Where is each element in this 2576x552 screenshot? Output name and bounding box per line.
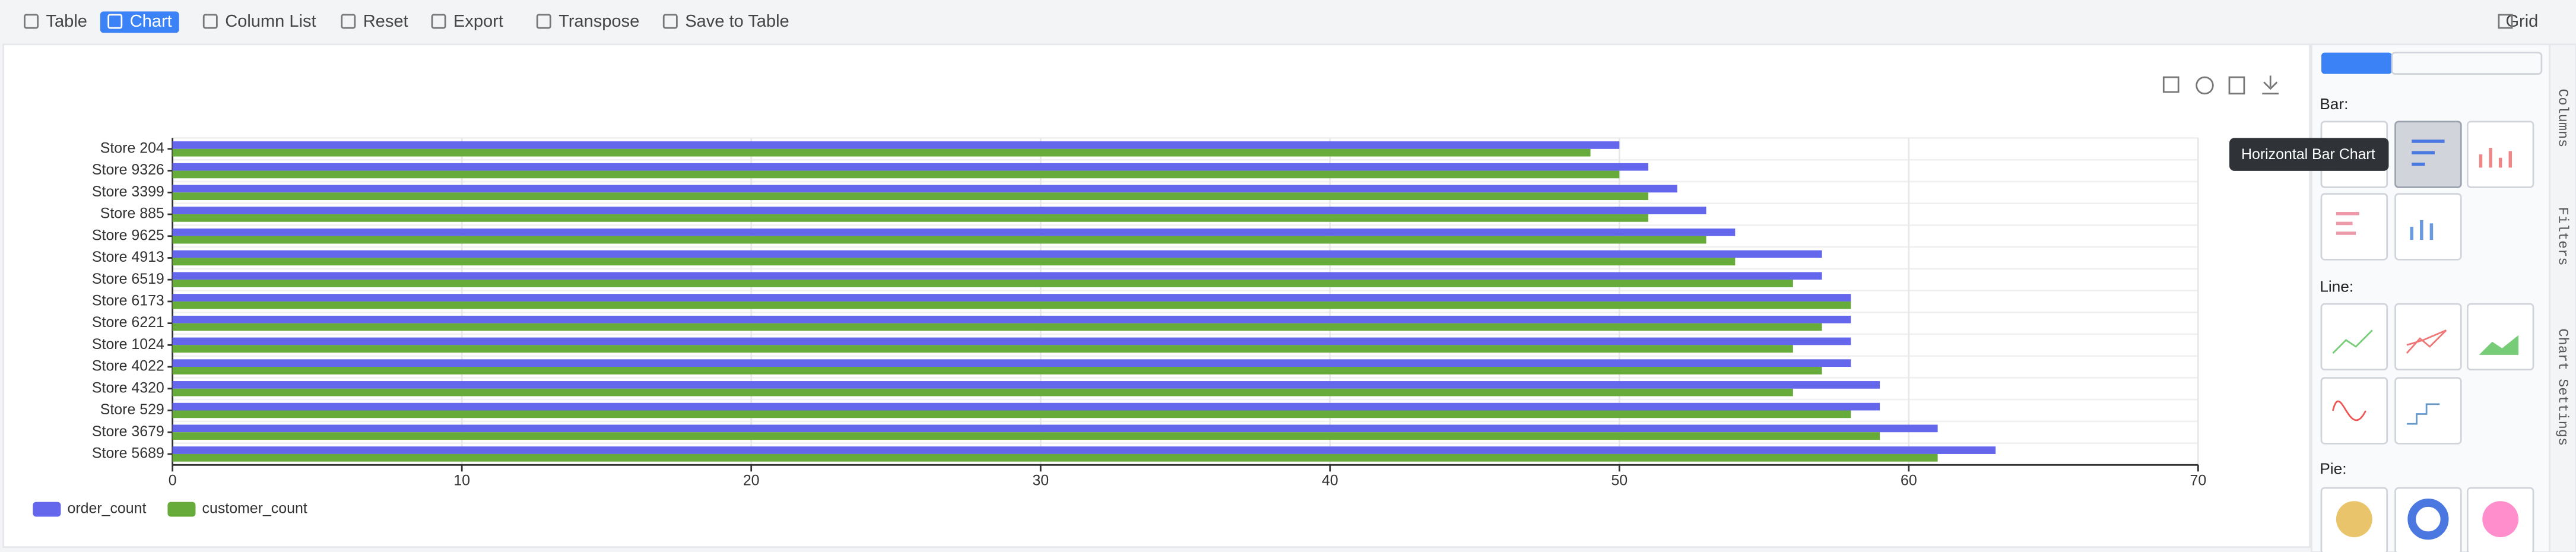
y-tick-label: Store 3399 [92, 183, 164, 200]
y-tick-label: Store 4913 [92, 249, 164, 265]
toolbar-icon [431, 14, 446, 29]
y-tick-label: Store 204 [100, 139, 164, 156]
legend-label[interactable]: order_count [67, 500, 146, 517]
panel-tab-active[interactable] [2321, 52, 2392, 74]
x-tick-label: 40 [1322, 472, 1338, 489]
chart-icons [2162, 75, 2279, 95]
bar [172, 323, 1822, 331]
legend-label[interactable]: customer_count [202, 500, 307, 517]
y-tick-label: Store 5689 [92, 445, 164, 462]
y-tick-label: Store 3679 [92, 423, 164, 440]
bar [172, 280, 1793, 287]
bar [172, 315, 1851, 323]
toolbar-icon [107, 14, 123, 29]
panel-tabs[interactable] [2391, 52, 2543, 75]
bar [172, 345, 1793, 353]
bar [172, 446, 1996, 454]
bar [172, 185, 1677, 193]
toolbar-button[interactable]: Transpose [559, 12, 639, 31]
toolbar-icon [341, 14, 356, 29]
y-tick-label: Store 6519 [92, 271, 164, 287]
bar [172, 148, 1591, 157]
bar [172, 258, 1736, 266]
y-tick-label: Store 6221 [92, 314, 164, 331]
y-tick-label: Store 885 [100, 205, 164, 222]
panel-section-label: Bar: [2320, 95, 2348, 113]
side-tab-strip [2549, 43, 2576, 552]
x-tick-label: 50 [1611, 472, 1628, 489]
x-tick-label: 0 [169, 472, 177, 489]
y-tick-label: Store 529 [100, 401, 164, 418]
bar [172, 207, 1706, 215]
toolbar-button[interactable]: Chart [130, 12, 172, 31]
thumbnails [2320, 120, 2534, 552]
bar [172, 402, 1880, 411]
bar [172, 337, 1851, 345]
bar [172, 301, 1851, 309]
bar [172, 294, 1851, 302]
y-tick-label: Store 6173 [92, 292, 164, 309]
bar [172, 192, 1649, 201]
x-tick-label: 30 [1032, 472, 1049, 489]
panel-section-label: Pie: [2320, 460, 2346, 478]
panel-section-label: Line: [2320, 277, 2353, 295]
legend-swatch[interactable] [33, 502, 61, 517]
bar [172, 432, 1880, 440]
toolbar-button[interactable]: Export [453, 12, 503, 31]
x-tick-label: 60 [1901, 472, 1917, 489]
tooltip-text: Horizontal Bar Chart [2241, 146, 2375, 163]
x-tick-label: 20 [743, 472, 760, 489]
settings-panel [2310, 43, 2551, 552]
toolbar-button[interactable]: Save to Table [685, 12, 789, 31]
side-tab[interactable]: Chart Settings [2555, 329, 2571, 446]
side-tab[interactable]: Columns [2555, 88, 2571, 147]
bar [172, 424, 1938, 433]
bar [172, 388, 1793, 396]
bar [172, 381, 1880, 389]
legend-swatch[interactable] [167, 502, 196, 517]
bar [172, 170, 1620, 179]
bar [172, 410, 1851, 418]
bar [172, 229, 1736, 236]
toolbar-button[interactable]: Column List [225, 12, 316, 31]
side-tab[interactable]: Filters [2555, 207, 2571, 266]
y-tick-label: Store 9625 [92, 227, 164, 243]
bar [172, 214, 1649, 222]
x-tick-label: 70 [2190, 472, 2207, 489]
toolbar-icon [202, 14, 218, 29]
bar [172, 453, 1938, 462]
bar [172, 250, 1822, 258]
y-tick-label: Store 1024 [92, 336, 164, 353]
tooltip [2229, 138, 2389, 171]
grid-icon [2498, 14, 2513, 29]
bar [172, 236, 1706, 244]
y-tick-label: Store 4320 [92, 379, 164, 396]
bar [172, 163, 1649, 171]
x-tick-label: 10 [453, 472, 470, 489]
bar [172, 367, 1822, 375]
y-tick-label: Store 9326 [92, 161, 164, 178]
thumbnail-art [2332, 139, 2519, 540]
y-tick-label: Store 4022 [92, 358, 164, 375]
toolbar-icon [24, 14, 39, 29]
bar [172, 272, 1822, 280]
bar [172, 141, 1620, 149]
bar [172, 359, 1851, 367]
toolbar-button[interactable]: Reset [363, 12, 408, 31]
toolbar-button[interactable]: Table [46, 12, 87, 31]
toolbar-icon [662, 14, 678, 29]
toolbar-icon [536, 14, 551, 29]
